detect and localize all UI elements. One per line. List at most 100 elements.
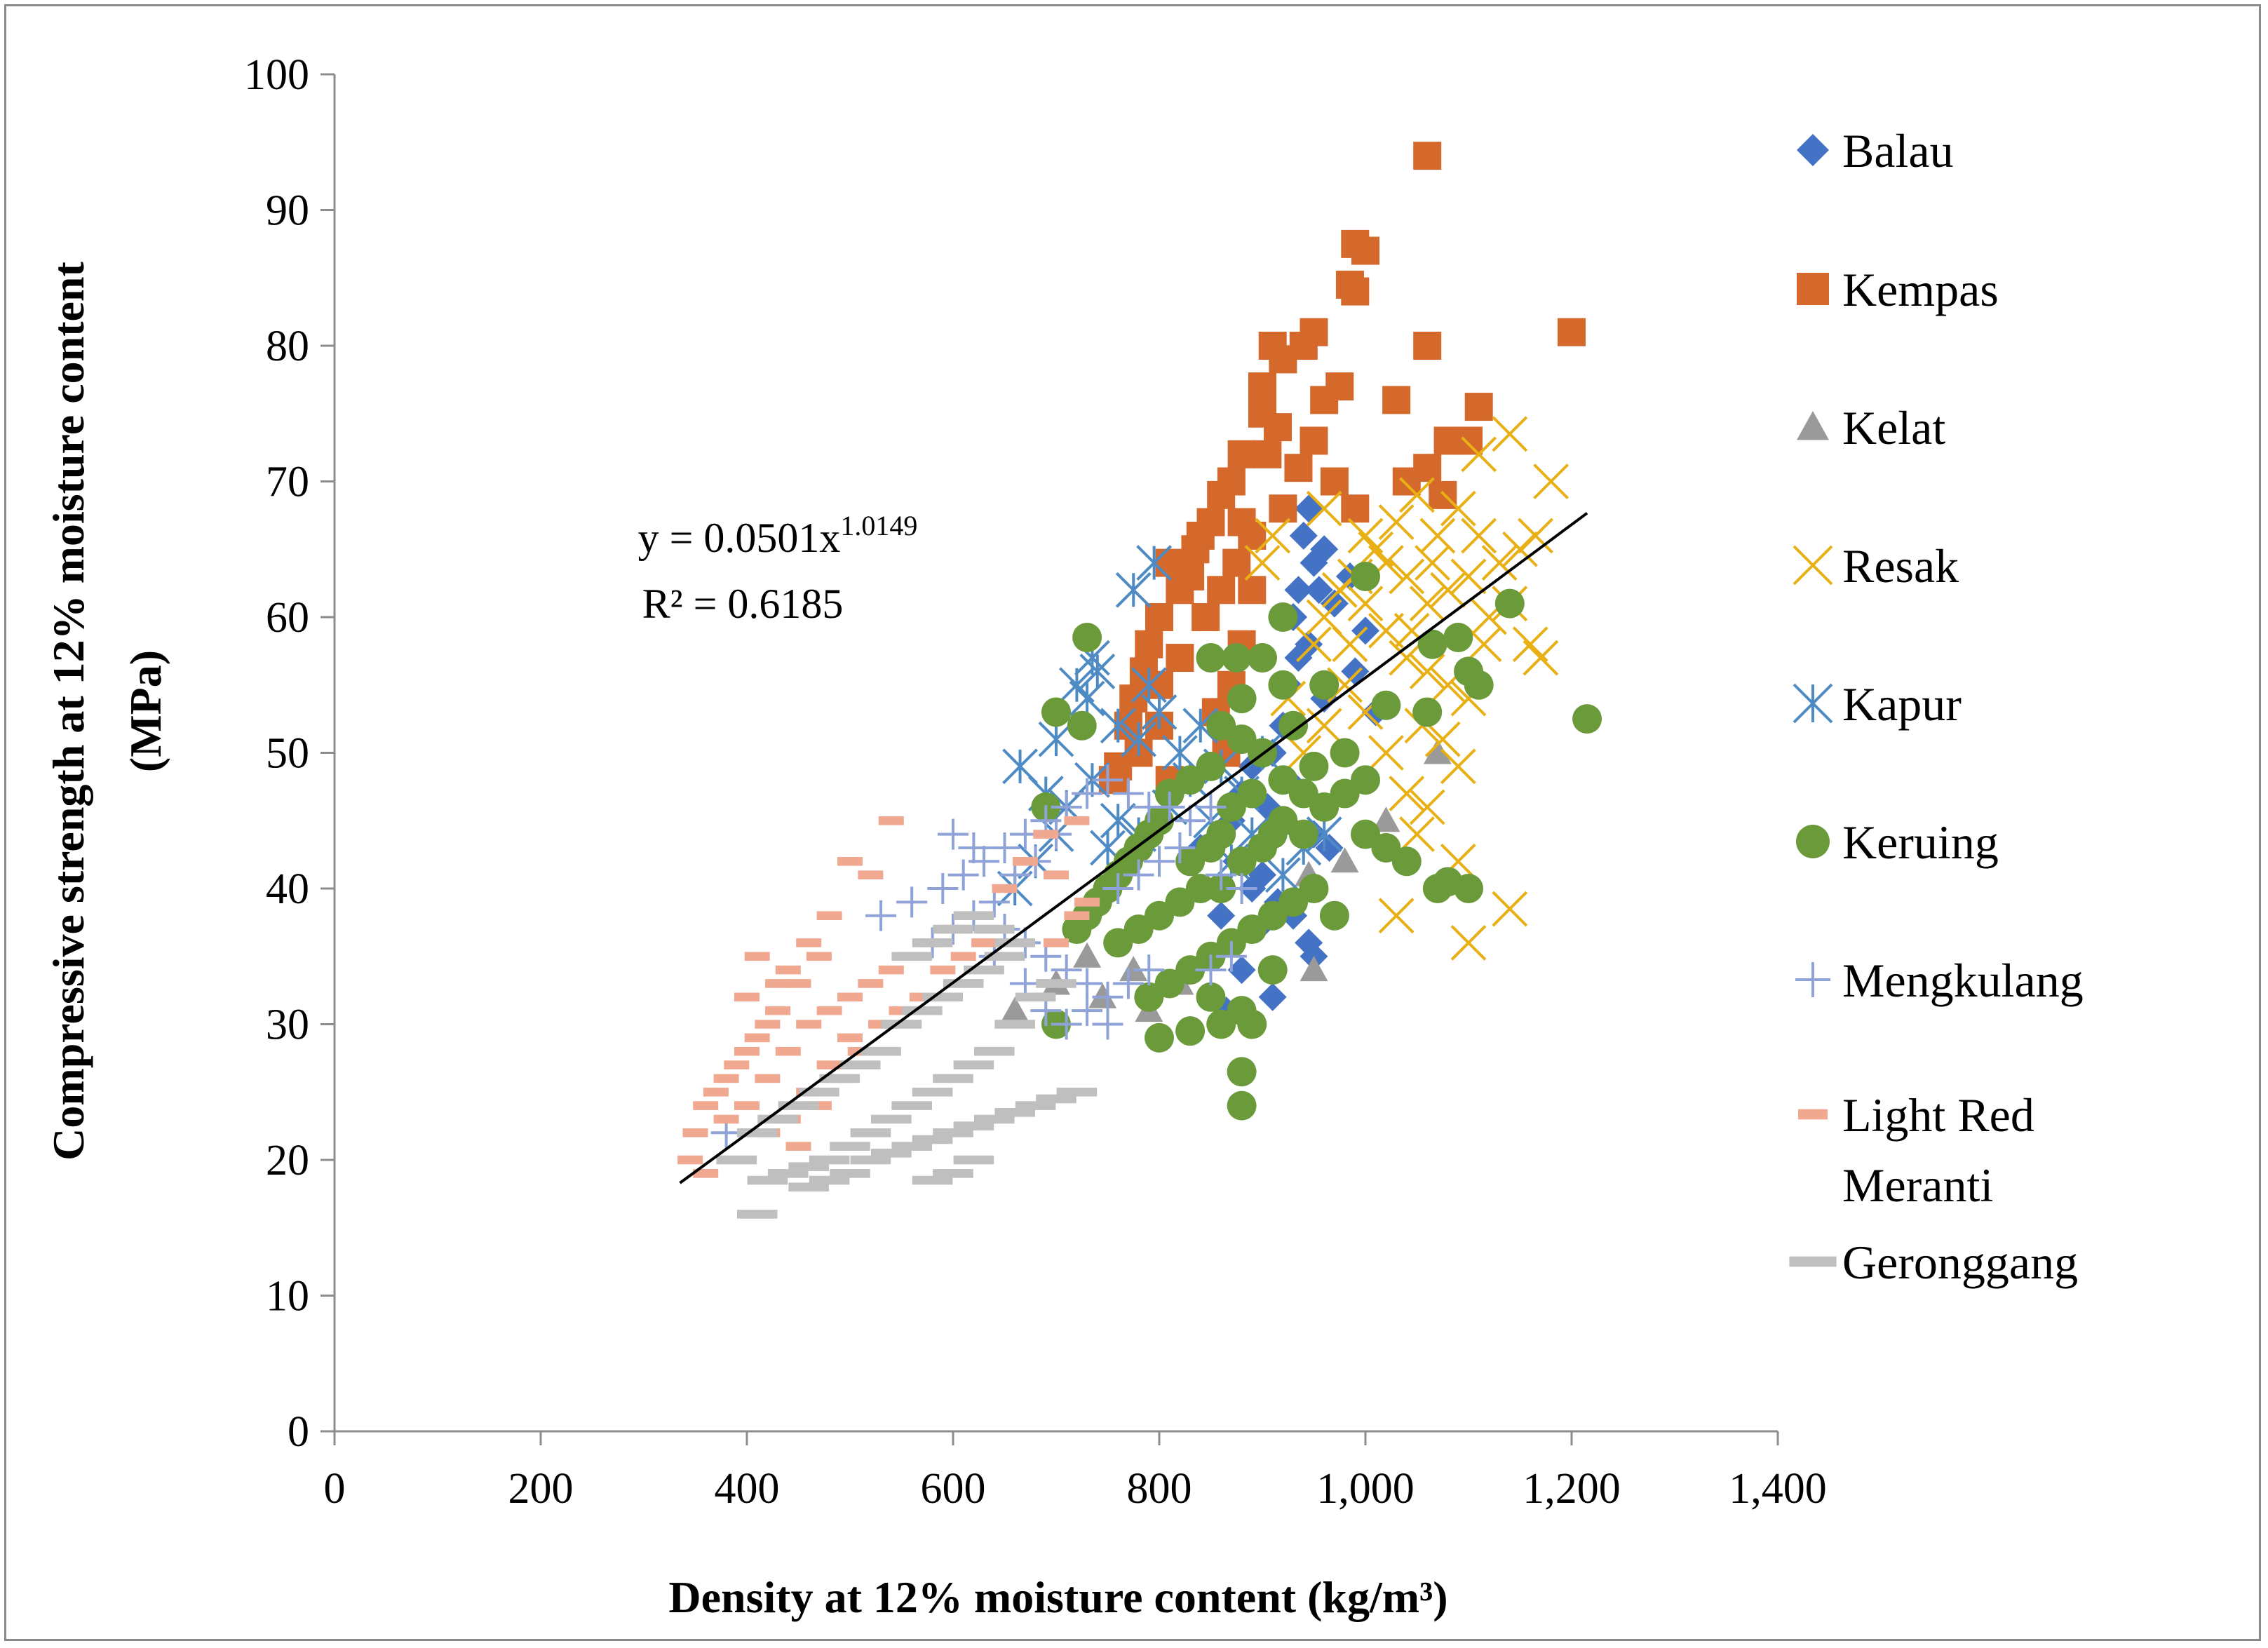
data-point-kempas — [1145, 603, 1173, 631]
data-point-resak — [1440, 748, 1476, 785]
data-point-balau — [1315, 833, 1344, 862]
y-tick-label: 20 — [266, 1137, 309, 1184]
data-point-keruing — [1041, 697, 1071, 727]
data-point-keruing — [1330, 738, 1360, 768]
data-point-geronggang — [953, 1060, 994, 1069]
data-point-keruing — [1227, 684, 1257, 714]
data-point-mengkulang — [1195, 954, 1227, 986]
data-point-geronggang — [736, 1210, 778, 1219]
data-point-kempas — [1300, 426, 1328, 455]
data-point-keruing — [1237, 1009, 1267, 1039]
data-point-keruing — [1288, 819, 1318, 849]
data-point-mengkulang — [938, 818, 968, 850]
data-point-mengkulang — [1102, 873, 1134, 904]
data-point-kempas — [1253, 440, 1282, 468]
data-point-geronggang — [788, 1182, 829, 1191]
data-point-resak — [1347, 586, 1384, 622]
data-point-light-red-meranti — [858, 870, 884, 879]
data-point-keruing — [1103, 928, 1133, 958]
legend-marker-balau — [1797, 134, 1829, 166]
equation-base: y = 0.0501x — [638, 515, 841, 561]
data-point-geronggang — [871, 1149, 912, 1158]
data-point-resak — [1424, 721, 1461, 757]
data-point-light-red-meranti — [713, 1114, 739, 1124]
data-point-kempas — [1413, 332, 1442, 360]
data-point-resak — [1244, 545, 1281, 581]
data-point-kelat — [1423, 738, 1452, 764]
data-point-keruing — [1216, 792, 1246, 822]
legend-item-keruing: Keruing — [1796, 816, 1999, 869]
series-mengkulang — [710, 764, 1257, 1149]
data-point-mengkulang — [1154, 791, 1185, 823]
series-resak — [1244, 416, 1570, 961]
data-point-kempas — [1155, 548, 1184, 577]
data-point-kapur — [1074, 762, 1110, 798]
data-point-kelat — [1073, 942, 1102, 968]
data-point-light-red-meranti — [992, 884, 1018, 893]
legend-item-mengkulang: Mengkulang — [1795, 954, 2084, 1007]
data-point-light-red-meranti — [1044, 870, 1069, 879]
data-point-keruing — [1248, 643, 1277, 673]
y-tick-label: 80 — [266, 323, 309, 370]
data-point-kempas — [1248, 372, 1276, 401]
data-point-light-red-meranti — [734, 1046, 760, 1056]
data-point-light-red-meranti — [713, 1074, 739, 1083]
axes-group: 0 10 20 30 40 50 60 70 80 90 100 0 200 400 600 800 1,000… — [244, 51, 1827, 1513]
data-point-geronggang — [850, 1155, 891, 1165]
legend-marker-kapur — [1793, 683, 1833, 724]
data-point-kelat — [1300, 956, 1328, 982]
data-point-keruing — [1067, 710, 1097, 741]
data-point-kempas — [1222, 548, 1251, 577]
data-point-geronggang — [830, 1142, 870, 1151]
data-point-keruing — [1299, 751, 1329, 781]
data-point-keruing — [1268, 670, 1298, 700]
series-geronggang — [716, 911, 1098, 1219]
data-point-kapur — [1136, 545, 1173, 581]
x-tick-label: 1,000 — [1316, 1465, 1415, 1513]
legend-label-kelat: Kelat — [1842, 401, 1945, 454]
data-point-keruing — [1319, 900, 1349, 931]
data-point-keruing — [1072, 623, 1102, 653]
data-point-resak — [1409, 789, 1445, 825]
data-point-kempas — [1341, 494, 1370, 523]
data-point-balau — [1304, 576, 1333, 605]
data-point-keruing — [1257, 819, 1288, 849]
data-point-light-red-meranti — [796, 938, 822, 947]
data-point-keruing — [1145, 1022, 1174, 1053]
data-point-resak — [1461, 436, 1497, 473]
data-point-resak — [1461, 518, 1497, 554]
legend-item-geronggang: Geronggang — [1789, 1236, 2078, 1289]
data-point-kempas — [1382, 386, 1411, 414]
data-point-kempas — [1135, 630, 1163, 658]
data-point-kempas — [1413, 142, 1442, 170]
data-point-resak — [1306, 490, 1342, 527]
y-axis-title-line1: Compressive strength at 12% moisture con… — [43, 261, 93, 1160]
legend-item-balau: Balau — [1797, 124, 1954, 177]
data-point-light-red-meranti — [1033, 830, 1059, 839]
data-point-geronggang — [912, 938, 953, 947]
data-point-kapur — [1130, 667, 1167, 703]
data-point-mengkulang — [1195, 791, 1227, 823]
data-point-resak — [1430, 572, 1466, 608]
data-point-geronggang — [912, 1087, 953, 1097]
data-point-keruing — [1371, 690, 1401, 720]
data-point-light-red-meranti — [950, 952, 976, 961]
data-point-light-red-meranti — [734, 992, 760, 1002]
data-point-balau — [1207, 901, 1236, 930]
data-point-mengkulang — [865, 900, 897, 931]
data-point-kempas — [1392, 467, 1421, 496]
y-tick-label: 100 — [244, 51, 309, 99]
data-point-mengkulang — [1051, 1008, 1082, 1040]
data-point-resak — [1296, 626, 1332, 663]
legend-label-balau: Balau — [1842, 124, 1954, 177]
data-point-mengkulang — [1144, 846, 1175, 877]
data-point-kempas — [1264, 413, 1292, 442]
data-point-kapur — [1079, 653, 1116, 689]
data-point-balau — [1284, 576, 1313, 605]
data-point-resak — [1378, 898, 1415, 934]
x-tick-label: 800 — [1127, 1465, 1192, 1513]
data-point-light-red-meranti — [837, 1033, 863, 1043]
legend-item-light-red-meranti: Light Red Meranti — [1798, 1088, 2034, 1212]
trendline-equation: y = 0.0501x1.0149 — [638, 510, 918, 561]
data-point-resak — [1523, 640, 1559, 676]
